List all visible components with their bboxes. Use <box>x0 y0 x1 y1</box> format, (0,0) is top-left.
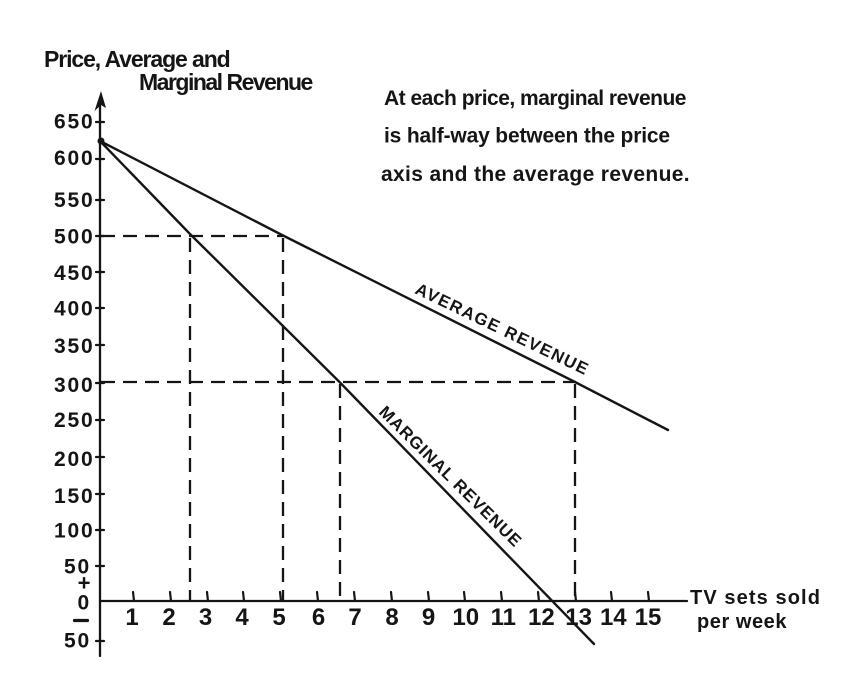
svg-text:15: 15 <box>635 604 662 631</box>
svg-text:250: 250 <box>54 409 94 432</box>
svg-text:3: 3 <box>199 604 212 631</box>
svg-text:axis and the average revenue.: axis and the average revenue. <box>381 163 690 186</box>
svg-text:400: 400 <box>54 298 94 321</box>
svg-text:7: 7 <box>348 604 361 631</box>
svg-text:Price, Average and: Price, Average and <box>44 46 230 72</box>
svg-text:14: 14 <box>600 604 627 631</box>
svg-text:550: 550 <box>54 189 94 212</box>
svg-text:8: 8 <box>385 604 398 631</box>
svg-text:500: 500 <box>54 226 94 249</box>
svg-text:10: 10 <box>452 604 479 631</box>
svg-text:12: 12 <box>528 604 555 631</box>
svg-text:At each price, marginal revenu: At each price, marginal revenue <box>384 87 686 110</box>
svg-text:is half-way between the price: is half-way between the price <box>384 125 670 148</box>
svg-text:+: + <box>78 571 91 596</box>
svg-text:AVERAGE REVENUE: AVERAGE REVENUE <box>412 279 592 379</box>
svg-text:0: 0 <box>78 592 91 615</box>
svg-text:MARGINAL REVENUE: MARGINAL REVENUE <box>375 402 525 551</box>
svg-text:200: 200 <box>54 448 94 471</box>
svg-text:350: 350 <box>54 335 94 358</box>
svg-text:9: 9 <box>422 604 435 631</box>
svg-text:50: 50 <box>64 630 91 653</box>
svg-text:600: 600 <box>54 147 94 170</box>
svg-text:2: 2 <box>162 604 175 631</box>
svg-text:50: 50 <box>64 556 91 579</box>
svg-text:TV sets sold: TV sets sold <box>690 587 821 609</box>
svg-text:650: 650 <box>54 111 94 134</box>
svg-text:4: 4 <box>235 604 249 631</box>
svg-text:1: 1 <box>125 604 138 631</box>
svg-text:150: 150 <box>54 485 94 508</box>
svg-text:300: 300 <box>54 374 94 397</box>
svg-text:450: 450 <box>54 262 94 285</box>
svg-text:100: 100 <box>54 520 94 543</box>
svg-text:Marginal Revenue: Marginal Revenue <box>139 69 313 95</box>
svg-text:11: 11 <box>491 604 516 631</box>
svg-text:5: 5 <box>272 604 285 631</box>
svg-text:13: 13 <box>565 604 592 631</box>
svg-text:per week: per week <box>697 611 787 633</box>
svg-text:6: 6 <box>312 604 325 631</box>
